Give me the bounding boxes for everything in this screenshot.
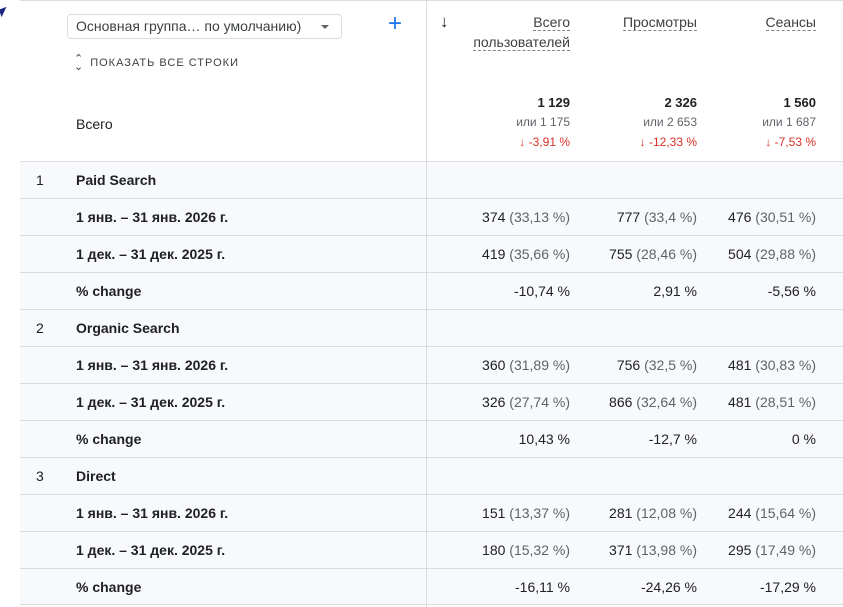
column-header-sessions[interactable]: Сеансы	[706, 12, 816, 32]
compare-value: или 2 653	[643, 115, 697, 129]
change-value: ↓ -7,53 %	[765, 135, 816, 149]
expand-collapse-icon: ⌃ ⌄	[74, 53, 85, 73]
arrow-down-icon: ↓	[765, 135, 772, 149]
table-row: % change 10,43 % -12,7 % 0 %	[20, 420, 843, 457]
total-value: 1 129	[537, 95, 570, 110]
row-label: % change	[76, 579, 142, 595]
row-label: 1 дек. – 31 дек. 2025 г.	[76, 542, 226, 558]
arrow-down-icon: ↓	[519, 135, 526, 149]
group-row[interactable]: 1 Paid Search	[20, 161, 843, 198]
cell-value: 777 (33,4 %)	[616, 209, 697, 225]
show-all-rows-label: ПОКАЗАТЬ ВСЕ СТРОКИ	[90, 56, 239, 69]
column-total: 1 560 или 1 687 ↓ -7,53 %	[696, 95, 816, 149]
cell-value: 2,91 %	[653, 283, 697, 299]
group-row[interactable]: 2 Organic Search	[20, 309, 843, 346]
cell-value: 0 %	[791, 431, 816, 447]
cell-value: 504 (29,88 %)	[728, 246, 816, 262]
cell-value: 295 (17,49 %)	[728, 542, 816, 558]
change-value: ↓ -3,91 %	[519, 135, 570, 149]
column-header-total-users[interactable]: Всего пользователей	[460, 12, 570, 52]
data-table: 1 Paid Search 1 янв. – 31 янв. 2026 г. 374 …	[20, 161, 843, 605]
row-label: 1 янв. – 31 янв. 2026 г.	[76, 357, 229, 373]
cell-value: 866 (32,64 %)	[609, 394, 697, 410]
group-name: Paid Search	[76, 172, 157, 188]
cell-value: 481 (28,51 %)	[728, 394, 816, 410]
compare-value: или 1 687	[762, 115, 816, 129]
table-row: 1 дек. – 31 дек. 2025 г. 180 (15,32 %) 371…	[20, 531, 843, 568]
column-total: 2 326 или 2 653 ↓ -12,33 %	[577, 95, 697, 149]
cell-value: -12,7 %	[648, 431, 697, 447]
table-row: % change -10,74 % 2,91 % -5,56 %	[20, 272, 843, 309]
column-header-views[interactable]: Просмотры	[587, 12, 697, 32]
row-label: 1 янв. – 31 янв. 2026 г.	[76, 209, 229, 225]
change-value: ↓ -12,33 %	[639, 135, 697, 149]
row-label: 1 янв. – 31 янв. 2026 г.	[76, 505, 229, 521]
cell-value: 419 (35,66 %)	[482, 246, 570, 262]
row-label: 1 дек. – 31 дек. 2025 г.	[76, 246, 226, 262]
column-total: 1 129 или 1 175 ↓ -3,91 %	[450, 95, 570, 149]
sort-arrow-down-icon[interactable]: ↓	[440, 12, 449, 31]
table-row: 1 янв. – 31 янв. 2026 г. 374 (33,13 %) 777…	[20, 198, 843, 235]
cell-value: -5,56 %	[767, 283, 816, 299]
top-border	[20, 0, 843, 1]
add-dimension-button[interactable]: +	[388, 10, 403, 37]
group-name: Direct	[76, 468, 116, 484]
cell-value: 755 (28,46 %)	[609, 246, 697, 262]
row-index: 1	[36, 172, 44, 188]
cell-value: 371 (13,98 %)	[609, 542, 697, 558]
cell-value: 756 (32,5 %)	[616, 357, 697, 373]
cell-value: -24,26 %	[640, 579, 697, 595]
group-name: Organic Search	[76, 320, 180, 336]
cell-value: -16,11 %	[515, 579, 570, 595]
arrow-down-icon: ↓	[639, 135, 646, 149]
group-row[interactable]: 3 Direct	[20, 457, 843, 494]
row-index: 2	[36, 320, 44, 336]
total-value: 1 560	[783, 95, 816, 110]
cell-value: 281 (12,08 %)	[609, 505, 697, 521]
row-label: % change	[76, 283, 142, 299]
cell-value: 326 (27,74 %)	[482, 394, 570, 410]
total-label: Всего	[76, 116, 113, 132]
table-row: 1 янв. – 31 янв. 2026 г. 360 (31,89 %) 756…	[20, 346, 843, 383]
cell-value: 151 (13,37 %)	[482, 505, 570, 521]
cell-value: -17,29 %	[759, 579, 816, 595]
cell-value: 374 (33,13 %)	[482, 209, 570, 225]
cell-value: 360 (31,89 %)	[482, 357, 570, 373]
table-row: 1 дек. – 31 дек. 2025 г. 419 (35,66 %) 755…	[20, 235, 843, 272]
cell-value: 481 (30,83 %)	[728, 357, 816, 373]
table-row: % change -16,11 % -24,26 % -17,29 %	[20, 568, 843, 605]
table-row: 1 дек. – 31 дек. 2025 г. 326 (27,74 %) 866…	[20, 383, 843, 420]
cell-value: 10,43 %	[518, 431, 570, 447]
show-all-rows-button[interactable]: ⌃ ⌄ ПОКАЗАТЬ ВСЕ СТРОКИ	[74, 53, 239, 73]
row-index: 3	[36, 468, 44, 484]
mouse-cursor-icon	[0, 6, 10, 18]
cell-value: 476 (30,51 %)	[728, 209, 816, 225]
column-header-label: Сеансы	[765, 14, 816, 31]
row-label: 1 дек. – 31 дек. 2025 г.	[76, 394, 226, 410]
dimension-select[interactable]: Основная группа… по умолчанию)	[67, 14, 342, 39]
cell-value: 244 (15,64 %)	[728, 505, 816, 521]
total-value: 2 326	[664, 95, 697, 110]
column-header-label: Всего пользователей	[473, 14, 570, 51]
column-header-label: Просмотры	[623, 14, 697, 31]
dimension-select-value: Основная группа… по умолчанию)	[76, 18, 302, 34]
chevron-down-icon	[321, 25, 329, 29]
cell-value: 180 (15,32 %)	[482, 542, 570, 558]
column-divider	[426, 0, 427, 607]
row-label: % change	[76, 431, 142, 447]
cell-value: -10,74 %	[513, 283, 570, 299]
table-row: 1 янв. – 31 янв. 2026 г. 151 (13,37 %) 281…	[20, 494, 843, 531]
compare-value: или 1 175	[516, 115, 570, 129]
